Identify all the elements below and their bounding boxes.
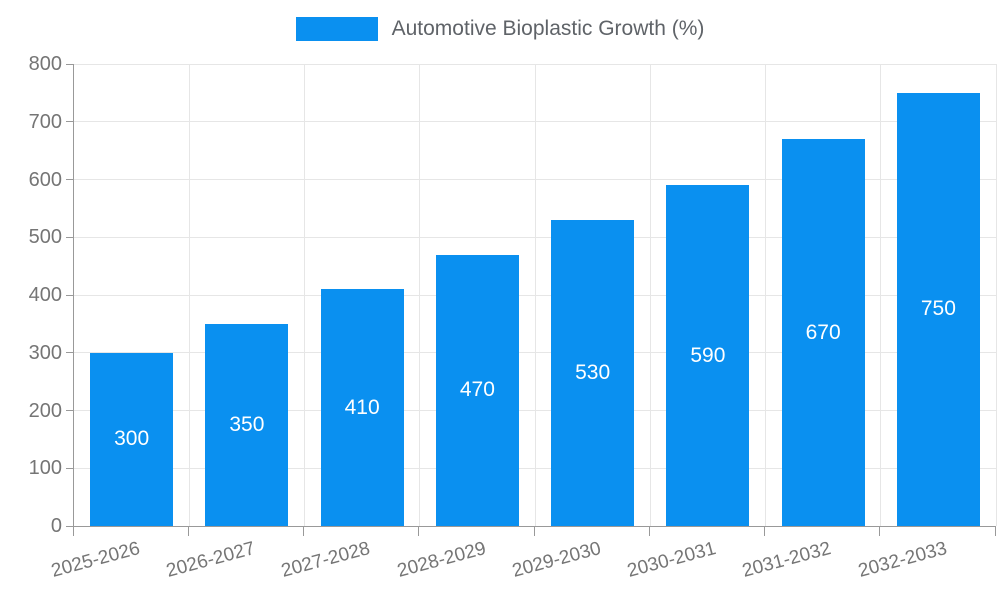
x-tick bbox=[764, 527, 765, 536]
x-gridline bbox=[995, 64, 997, 526]
y-tick-label: 100 bbox=[28, 457, 62, 480]
bar[interactable]: 530 bbox=[551, 219, 635, 526]
x-tick-label: 2026-2027 bbox=[164, 538, 258, 582]
y-tick-label: 300 bbox=[28, 341, 62, 364]
x-tick-label: 2029-2030 bbox=[509, 538, 604, 582]
y-tick-label: 500 bbox=[28, 226, 62, 249]
bar-value-label: 470 bbox=[459, 378, 495, 402]
bar[interactable]: 670 bbox=[781, 139, 865, 526]
x-gridline bbox=[765, 64, 766, 526]
x-gridline bbox=[304, 64, 305, 526]
bar[interactable]: 350 bbox=[205, 323, 289, 526]
x-tick bbox=[187, 527, 189, 536]
y-tick-label: 0 bbox=[50, 515, 62, 537]
x-tick-label: 2031-2032 bbox=[740, 538, 834, 582]
x-tick bbox=[72, 527, 74, 536]
bar[interactable]: 300 bbox=[90, 352, 174, 526]
x-tick-label: 2025-2026 bbox=[48, 538, 143, 582]
x-gridline bbox=[649, 64, 651, 526]
bar-value-label: 350 bbox=[229, 412, 265, 436]
bar-value-label: 410 bbox=[344, 395, 380, 419]
legend-swatch bbox=[295, 17, 378, 41]
x-gridline bbox=[188, 64, 190, 526]
y-tick-label: 400 bbox=[28, 284, 62, 306]
bar-value-label: 300 bbox=[114, 427, 150, 451]
x-gridline bbox=[534, 64, 536, 526]
y-tick-label: 200 bbox=[28, 399, 62, 422]
y-tick bbox=[66, 525, 73, 527]
x-tick-label: 2030-2031 bbox=[625, 538, 719, 582]
x-tick-label: 2028-2029 bbox=[394, 538, 488, 582]
y-tick bbox=[66, 236, 73, 238]
bar[interactable]: 750 bbox=[896, 92, 980, 526]
x-tick bbox=[648, 527, 650, 536]
x-tick bbox=[418, 527, 420, 536]
legend[interactable]: Automotive Bioplastic Growth (%) bbox=[0, 17, 1000, 41]
x-tick bbox=[994, 527, 996, 536]
bar[interactable]: 470 bbox=[435, 254, 519, 526]
bar-value-label: 530 bbox=[575, 360, 611, 384]
y-tick-label: 800 bbox=[28, 53, 62, 75]
y-tick bbox=[66, 410, 73, 411]
bar-value-label: 750 bbox=[920, 297, 956, 321]
x-tick bbox=[533, 527, 535, 536]
y-tick bbox=[66, 294, 73, 296]
x-tick bbox=[879, 527, 881, 536]
bar[interactable]: 590 bbox=[666, 185, 750, 526]
x-tick-label: 2032-2033 bbox=[855, 538, 949, 582]
y-tick bbox=[66, 179, 73, 180]
legend-label: Automotive Bioplastic Growth (%) bbox=[391, 17, 705, 40]
y-tick bbox=[66, 467, 73, 469]
bar-value-label: 670 bbox=[805, 320, 841, 344]
x-gridline bbox=[880, 64, 882, 526]
y-tick-label: 600 bbox=[28, 168, 62, 191]
x-gridline bbox=[419, 64, 421, 526]
y-tick bbox=[66, 63, 73, 65]
plot-area: 300 350 410 470 530 590 670 750 bbox=[73, 63, 997, 527]
x-tick bbox=[303, 527, 304, 536]
bar-value-label: 590 bbox=[690, 343, 726, 367]
y-tick bbox=[66, 121, 73, 123]
y-tick bbox=[66, 352, 73, 354]
bar[interactable]: 410 bbox=[320, 289, 404, 526]
x-tick-label: 2027-2028 bbox=[279, 538, 373, 582]
y-tick-label: 700 bbox=[28, 110, 62, 133]
